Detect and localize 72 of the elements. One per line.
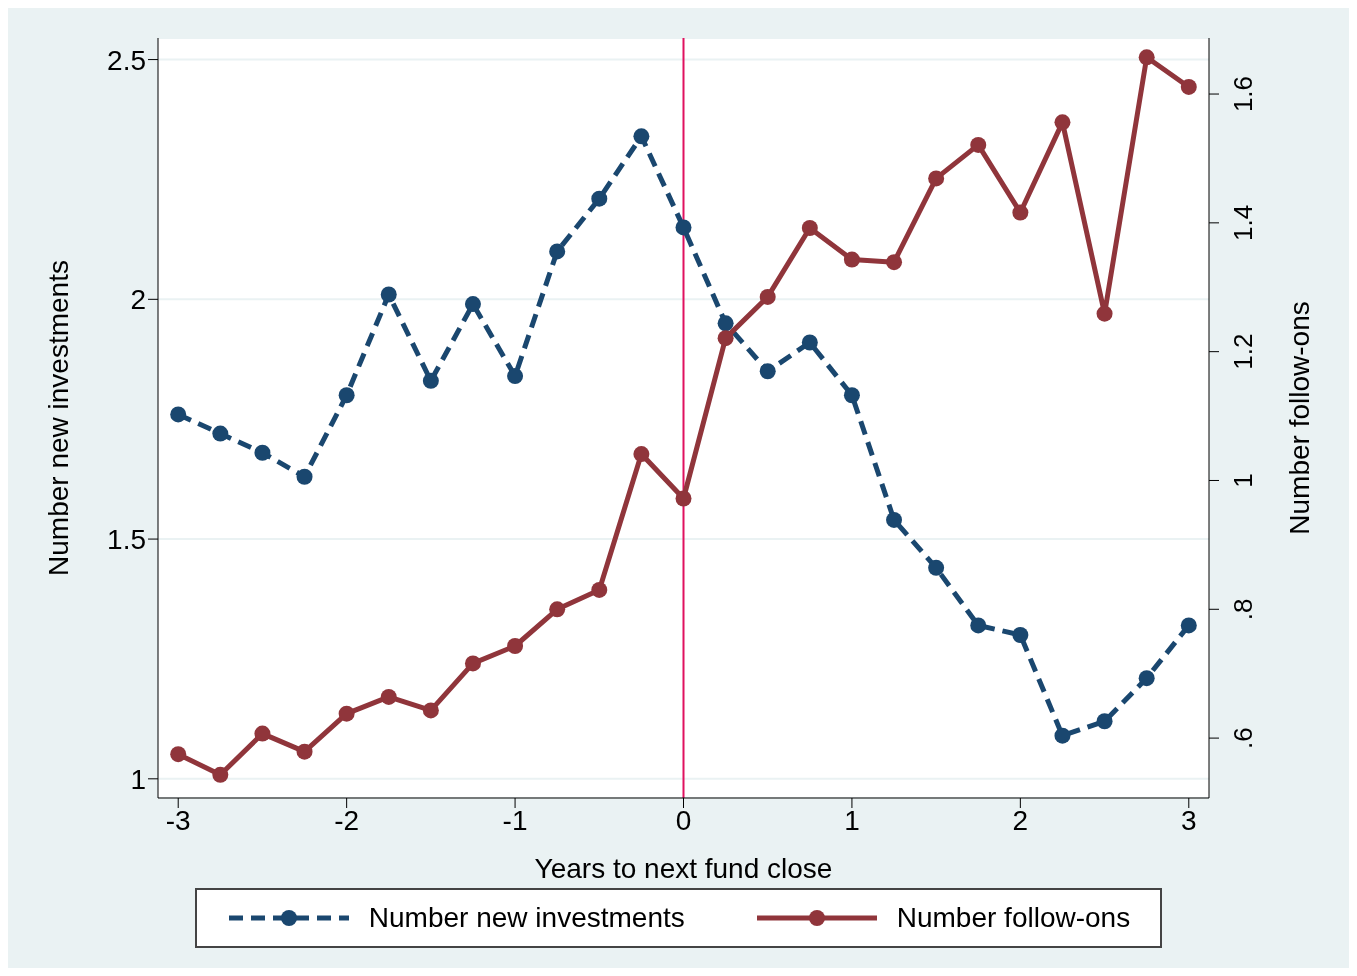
y-tick-label: 1 — [130, 763, 146, 795]
point — [507, 638, 524, 654]
point — [759, 288, 776, 305]
point — [338, 387, 355, 404]
point — [801, 334, 818, 351]
point — [338, 705, 355, 722]
point — [928, 559, 945, 576]
point — [675, 490, 692, 507]
y2-tick-label: 1.6 — [1228, 75, 1258, 113]
point — [1096, 713, 1113, 730]
y2-tick-label: 1.4 — [1228, 204, 1258, 241]
point — [1054, 114, 1071, 131]
y-tick-label: 2.5 — [107, 44, 146, 76]
point — [380, 286, 397, 303]
y-tick-label: 1.5 — [107, 524, 146, 556]
point — [296, 743, 313, 760]
point — [1138, 49, 1155, 66]
x-tick-label: -2 — [334, 804, 360, 836]
point — [970, 136, 987, 153]
point — [170, 746, 187, 763]
point — [928, 170, 945, 187]
point — [1012, 204, 1029, 221]
point — [254, 444, 271, 461]
point — [843, 387, 860, 404]
point — [843, 251, 860, 268]
point — [801, 220, 818, 236]
point — [296, 468, 313, 485]
x-tick-label: 1 — [844, 804, 860, 836]
y2-tick-label: .6 — [1228, 727, 1258, 749]
point — [422, 372, 439, 389]
point — [1138, 670, 1155, 687]
point — [380, 688, 397, 705]
y-tick-label: 2 — [130, 284, 146, 316]
point — [1096, 305, 1113, 322]
point — [717, 315, 734, 332]
point — [633, 128, 650, 145]
legend-label: Number follow-ons — [896, 902, 1131, 934]
point — [633, 446, 650, 463]
point — [507, 368, 524, 385]
point — [759, 363, 776, 380]
x-tick-label: 0 — [675, 804, 692, 836]
point — [212, 766, 229, 783]
point — [170, 406, 187, 423]
x-tick-label: 2 — [1012, 804, 1029, 836]
point — [886, 511, 903, 528]
point — [1012, 626, 1029, 643]
point — [1054, 727, 1071, 744]
y-axis-title: Number new investments — [42, 260, 74, 576]
legend-label: Number new investments — [368, 902, 685, 934]
point — [591, 190, 608, 207]
y2-tick-label: 1 — [1228, 473, 1258, 488]
point — [591, 581, 608, 598]
x-tick-label: -1 — [502, 804, 528, 836]
point — [549, 601, 566, 618]
point — [970, 617, 987, 634]
point — [464, 655, 481, 672]
x-tick-label: -3 — [165, 804, 191, 836]
x-axis-title: Years to next fund close — [534, 853, 833, 884]
point — [549, 243, 566, 260]
point — [675, 219, 692, 236]
point — [1180, 78, 1197, 95]
point — [254, 725, 271, 742]
point — [464, 296, 481, 313]
point — [1180, 617, 1197, 634]
y2-tick-label: 1.2 — [1228, 333, 1258, 370]
point — [422, 702, 439, 719]
point — [717, 330, 734, 347]
y2-tick-label: .8 — [1228, 598, 1258, 621]
x-tick-label: 3 — [1181, 804, 1197, 836]
point — [886, 254, 903, 271]
point — [212, 425, 229, 442]
y2-axis-title: Number follow-ons — [1283, 301, 1315, 535]
